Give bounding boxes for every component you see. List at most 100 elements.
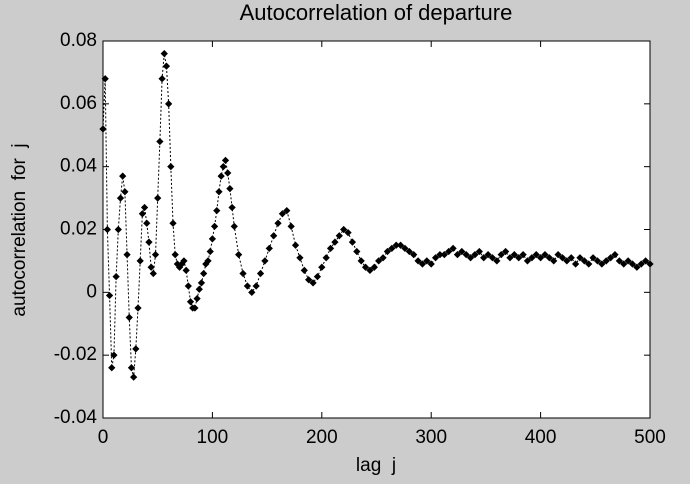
chart-title: Autocorrelation of departure <box>240 0 513 25</box>
data-point <box>154 194 162 202</box>
data-point <box>545 254 553 262</box>
data-point <box>235 251 243 259</box>
data-point <box>331 238 339 246</box>
data-point <box>204 257 212 265</box>
data-point <box>554 251 562 259</box>
data-point <box>427 260 435 268</box>
data-point <box>210 222 219 230</box>
data-point <box>228 203 236 212</box>
data-point <box>143 219 151 227</box>
data-point <box>103 225 112 234</box>
data-point <box>156 137 164 146</box>
data-point <box>641 257 650 265</box>
data-point <box>138 210 147 218</box>
data-point <box>136 257 144 265</box>
data-point <box>510 251 518 259</box>
data-point <box>165 100 173 108</box>
y-axis-label: autocorrelation for j <box>9 143 30 316</box>
data-point <box>130 373 138 381</box>
data-point <box>589 254 597 262</box>
data-point <box>171 251 179 259</box>
x-tick-label: 500 <box>634 427 666 448</box>
data-point <box>123 251 131 259</box>
data-point <box>215 188 223 196</box>
data-point <box>528 254 536 262</box>
data-point <box>344 229 352 237</box>
data-point <box>300 266 308 274</box>
data-point <box>162 62 171 70</box>
data-point <box>140 203 149 212</box>
y-tick-label: 0.08 <box>60 30 97 51</box>
data-point <box>283 207 291 215</box>
data-point <box>149 269 157 278</box>
data-point <box>532 251 540 259</box>
data-point <box>110 351 118 359</box>
data-point <box>620 260 628 268</box>
data-point <box>353 247 361 256</box>
data-point <box>105 291 114 300</box>
data-point <box>445 247 453 256</box>
data-point <box>99 125 107 133</box>
data-point <box>423 257 431 265</box>
axes-box <box>102 40 651 419</box>
data-point <box>383 247 392 256</box>
data-point <box>593 257 602 265</box>
data-point <box>418 260 427 268</box>
data-point <box>410 251 418 259</box>
data-point <box>388 244 396 252</box>
data-point <box>414 257 422 265</box>
data-point <box>401 244 409 252</box>
data-point <box>224 169 232 177</box>
data-point <box>598 260 606 268</box>
data-point <box>184 282 192 290</box>
data-point <box>127 364 136 372</box>
data-point <box>361 263 370 271</box>
data-point <box>296 254 304 262</box>
data-point <box>125 313 133 322</box>
data-point <box>523 257 532 265</box>
data-point <box>567 254 575 262</box>
data-point <box>480 254 488 262</box>
data-point <box>305 276 313 284</box>
data-point <box>606 254 615 262</box>
data-point <box>197 279 206 287</box>
data-point <box>615 257 623 265</box>
data-point <box>501 247 510 256</box>
data-point <box>322 254 330 262</box>
data-point <box>375 257 383 265</box>
y-tick-label: 0.06 <box>60 93 97 114</box>
data-point <box>484 251 492 259</box>
data-point <box>274 219 282 227</box>
data-point <box>291 241 300 249</box>
data-point <box>158 75 166 83</box>
y-tick-label: 0 <box>86 281 97 302</box>
data-point <box>147 263 155 271</box>
data-point <box>602 257 610 265</box>
data-point <box>576 254 584 262</box>
data-point <box>335 232 343 240</box>
data-point <box>458 247 466 256</box>
data-point <box>160 49 168 58</box>
data-point <box>405 247 413 256</box>
data-point <box>466 254 475 262</box>
data-point <box>646 260 654 268</box>
data-point <box>134 304 142 312</box>
data-point <box>497 251 505 259</box>
data-point <box>340 225 348 234</box>
data-point <box>114 225 122 234</box>
plot-area <box>103 41 650 418</box>
data-point <box>208 235 217 243</box>
data-point <box>101 75 109 83</box>
data-point <box>256 269 265 278</box>
data-point <box>519 251 527 259</box>
data-point <box>206 247 214 256</box>
data-point <box>326 244 335 252</box>
data-point <box>624 257 632 265</box>
x-axis-label: lag j <box>356 455 396 476</box>
data-point <box>182 266 190 274</box>
data-point <box>193 294 201 303</box>
data-point <box>270 232 278 240</box>
data-point <box>431 254 440 262</box>
